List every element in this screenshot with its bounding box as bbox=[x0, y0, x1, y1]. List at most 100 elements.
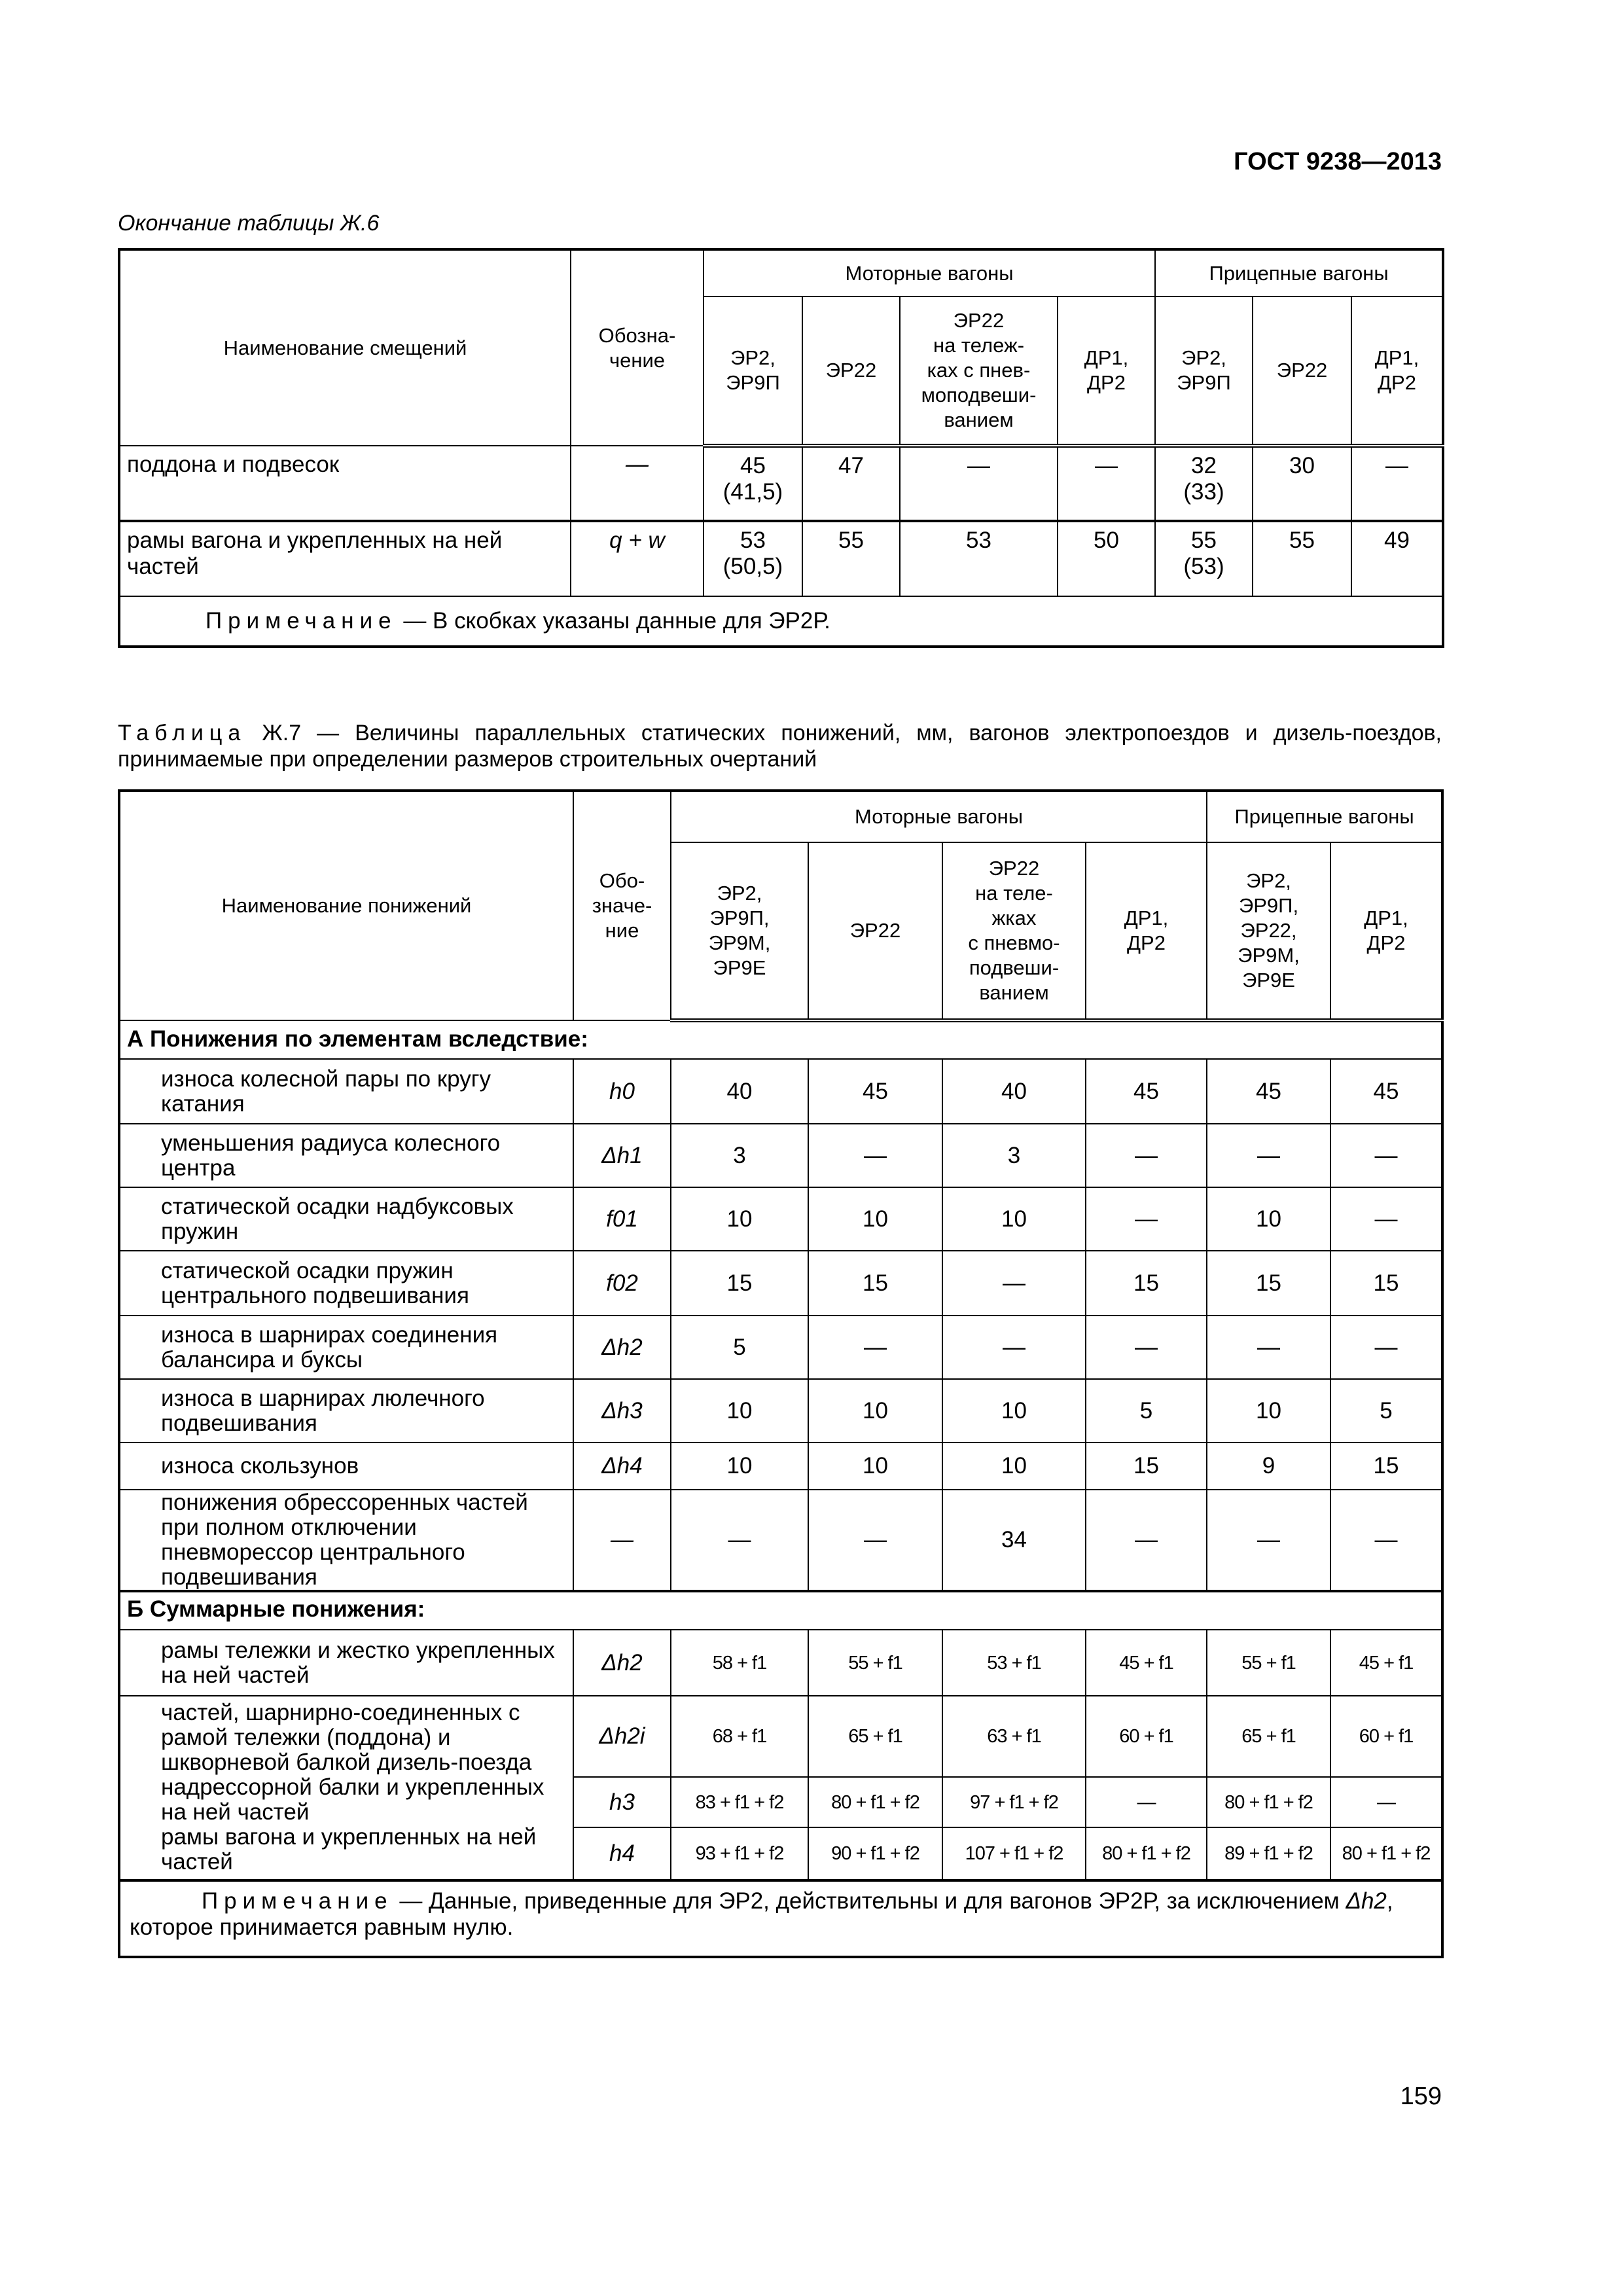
value-cell: 55 + f1 bbox=[808, 1629, 943, 1696]
value-cell: 10 bbox=[942, 1187, 1086, 1251]
value-cell: 45 bbox=[1206, 1058, 1332, 1124]
table-row: А Понижения по элементам вследствие: bbox=[118, 1020, 1444, 1060]
value-cell: 10 bbox=[808, 1378, 943, 1443]
value-cell: 49 bbox=[1351, 520, 1444, 597]
value-cell: — bbox=[808, 1489, 943, 1592]
value-cell: 107 + f1 + f2 bbox=[942, 1827, 1086, 1881]
table-row: поддона и подвесок —45 (41,5) 47— —32 (33) 3… bbox=[118, 445, 1444, 522]
value-cell: 65 + f1 bbox=[1206, 1695, 1332, 1778]
subheader-column: ЭР2, ЭР9П, ЭР22, ЭР9М, ЭР9Е bbox=[1206, 842, 1332, 1022]
value-cell: 15 bbox=[670, 1250, 809, 1316]
table-row: рамы тележки и жестко укрепленных на ней… bbox=[118, 1629, 1444, 1696]
row-name: надрессорной балки и укрепленных на ней … bbox=[161, 1774, 544, 1825]
value-cell: — bbox=[1330, 1489, 1444, 1592]
value-cell: — bbox=[808, 1123, 943, 1188]
row-symbol: Δh2 bbox=[573, 1315, 671, 1380]
value-cell: 83 + f1 + f2 bbox=[670, 1776, 809, 1828]
value-cell: 97 + f1 + f2 bbox=[942, 1776, 1086, 1828]
value-cell: 55 + f1 bbox=[1206, 1629, 1332, 1696]
value-cell: 5 bbox=[670, 1315, 809, 1380]
table-row: частей, шарнирно-соединенных с рамой тел… bbox=[118, 1695, 1444, 1881]
row-symbol: Δh3 bbox=[573, 1378, 671, 1443]
value-cell: — bbox=[1206, 1489, 1332, 1592]
value-cell: 15 bbox=[1330, 1250, 1444, 1316]
value-cell: — bbox=[1206, 1315, 1332, 1380]
value-cell: 34 bbox=[942, 1489, 1086, 1592]
table-row: понижения обрессоренных частей при полно… bbox=[118, 1489, 1444, 1592]
subheader-column: ЭР22 bbox=[1252, 296, 1353, 448]
value-cell: 80 + f1 + f2 bbox=[1206, 1776, 1332, 1828]
value-cell: 15 bbox=[1330, 1442, 1444, 1490]
value-cell: 55 bbox=[802, 520, 901, 597]
value-cell: 45 + f1 bbox=[1330, 1629, 1444, 1696]
row-name: понижения обрессоренных частей при полно… bbox=[118, 1489, 574, 1592]
section-a-heading: А Понижения по элементам вследствие: bbox=[118, 1020, 1444, 1060]
value-cell: — bbox=[670, 1489, 809, 1592]
subheader-column: ЭР22 на тележ- ках с пнев- моподвеши- ва… bbox=[899, 296, 1058, 448]
value-cell: 9 bbox=[1206, 1442, 1332, 1490]
value-cell: 15 bbox=[1084, 1250, 1208, 1316]
row-symbol: f02 bbox=[573, 1250, 671, 1316]
caption-text: Ж.7 — Величины параллельных статических … bbox=[118, 721, 1442, 772]
value-cell: 3 bbox=[670, 1123, 809, 1188]
row-name: износа скользунов bbox=[118, 1442, 574, 1490]
row-name: поддона и подвесок bbox=[118, 445, 571, 522]
value-cell: 55 bbox=[1252, 520, 1353, 597]
row-name: износа колесной пары по кругу катания bbox=[118, 1058, 574, 1124]
table1-caption: Окончание таблицы Ж.6 bbox=[118, 211, 380, 236]
row-symbol: h4 bbox=[573, 1827, 671, 1881]
row-name: рамы вагона и укрепленных на ней частей bbox=[161, 1824, 537, 1874]
row-name: частей, шарнирно-соединенных с рамой тел… bbox=[161, 1700, 532, 1775]
value-cell: 40 bbox=[942, 1058, 1086, 1124]
value-cell: 45 bbox=[808, 1058, 943, 1124]
grouped-row-names: частей, шарнирно-соединенных с рамой тел… bbox=[118, 1695, 574, 1881]
row-name: статической осадки надбуксовых пружин bbox=[118, 1187, 574, 1251]
table-zh6-end: Наименование смещений Обозна- чение Мото… bbox=[118, 248, 1445, 648]
value-cell: — bbox=[1084, 1776, 1208, 1828]
row-symbol: Δh2 bbox=[573, 1629, 671, 1696]
page-number: 159 bbox=[1400, 2083, 1442, 2110]
row-symbol: — bbox=[573, 1489, 671, 1592]
value-cell: 60 + f1 bbox=[1084, 1695, 1208, 1778]
value-cell: 80 + f1 + f2 bbox=[1330, 1827, 1444, 1881]
row-symbol: h0 bbox=[573, 1058, 671, 1124]
section-b-heading: Б Суммарные понижения: bbox=[118, 1590, 1444, 1630]
subheader-column: ЭР2, ЭР9П, ЭР9М, ЭР9Е bbox=[670, 842, 809, 1022]
value-cell: 90 + f1 + f2 bbox=[808, 1827, 943, 1881]
value-cell: 3 bbox=[942, 1123, 1086, 1188]
value-cell: 68 + f1 bbox=[670, 1695, 809, 1778]
note-symbol: Δh2 bbox=[1346, 1888, 1387, 1914]
subheader-column: ЭР22 на теле- жках с пневмо- подвеши- ва… bbox=[942, 842, 1086, 1022]
header-trailer-cars: Прицепные вагоны bbox=[1206, 790, 1444, 843]
document-code: ГОСТ 9238—2013 bbox=[1234, 148, 1442, 175]
value-cell: — bbox=[1351, 445, 1444, 522]
caption-label: Таблица bbox=[118, 721, 247, 745]
row-name: рамы вагона и укрепленных на ней частей bbox=[118, 520, 571, 597]
value-cell: — bbox=[808, 1315, 943, 1380]
value-cell: 10 bbox=[808, 1442, 943, 1490]
value-cell: — bbox=[1330, 1776, 1444, 1828]
value-cell: — bbox=[1084, 1187, 1208, 1251]
value-cell: 60 + f1 bbox=[1330, 1695, 1444, 1778]
value-cell: 5 bbox=[1084, 1378, 1208, 1443]
row-name: статической осадки пружин центрального п… bbox=[118, 1250, 574, 1316]
header-motor-cars: Моторные вагоны bbox=[669, 790, 1208, 843]
table-row: износа колесной пары по кругу катания h0 4… bbox=[118, 1058, 1444, 1124]
subheader-column: ДР1, ДР2 bbox=[1351, 296, 1444, 448]
note-text-2: , которое принимается равным нулю. bbox=[130, 1888, 1393, 1940]
table-row: статической осадки надбуксовых пружин f01… bbox=[118, 1187, 1444, 1251]
value-cell: 45 bbox=[1084, 1058, 1208, 1124]
value-cell: 10 bbox=[942, 1378, 1086, 1443]
row-symbol: h3 bbox=[573, 1776, 671, 1828]
value-cell: — bbox=[1084, 1123, 1208, 1188]
table2-caption: Таблица Ж.7 — Величины параллельных стат… bbox=[118, 720, 1442, 772]
subheader-column: ЭР22 bbox=[808, 842, 943, 1022]
value-cell: — bbox=[942, 1315, 1086, 1380]
value-cell: 10 bbox=[670, 1378, 809, 1443]
value-cell: — bbox=[1330, 1315, 1444, 1380]
note-text-1: — Данные, приведенные для ЭР2, действите… bbox=[393, 1888, 1346, 1914]
row-name: износа в шарнирах люлечного подвешивания bbox=[118, 1378, 574, 1443]
value-cell: 89 + f1 + f2 bbox=[1206, 1827, 1332, 1881]
table-row: Б Суммарные понижения: bbox=[118, 1590, 1444, 1630]
header-trailer-cars: Прицепные вагоны bbox=[1154, 249, 1444, 297]
